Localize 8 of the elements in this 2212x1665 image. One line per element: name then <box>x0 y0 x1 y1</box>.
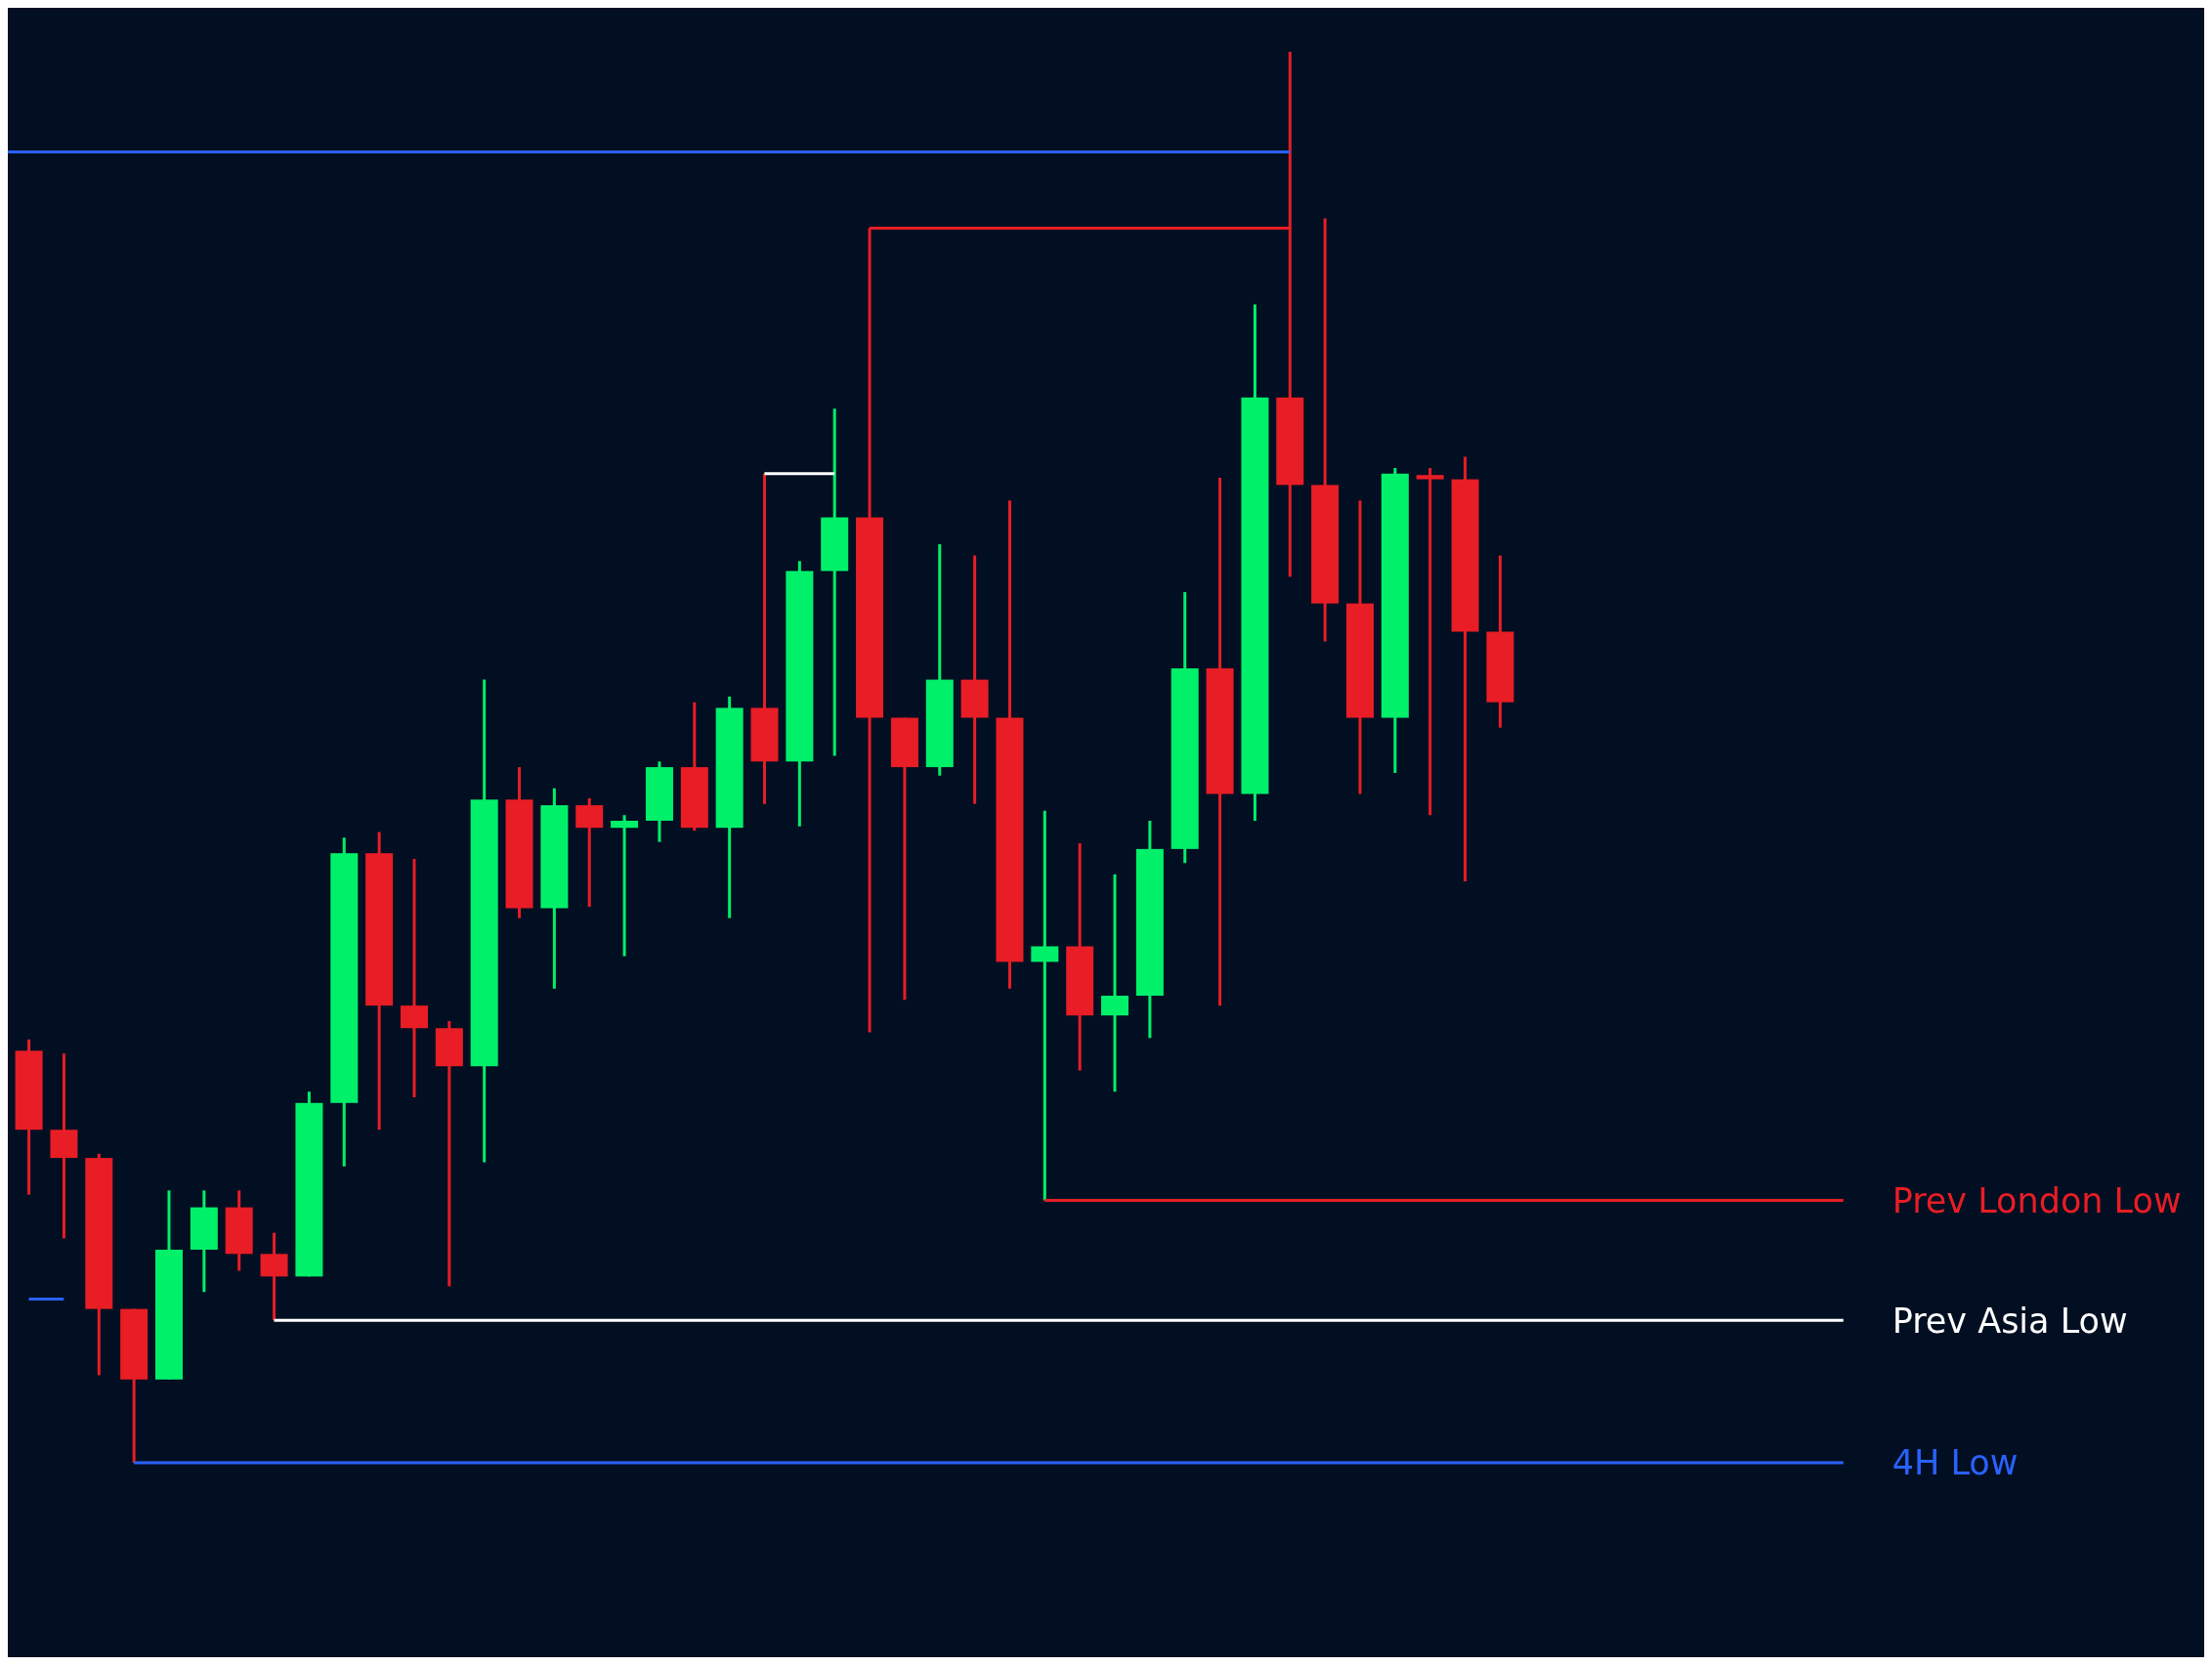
ref-line-label: 4H Low <box>1892 1443 2019 1483</box>
candlestick <box>400 857 428 1097</box>
ref-line-label: Prev Asia Low <box>1892 1301 2128 1341</box>
candlestick <box>611 815 639 957</box>
ref-line-label: Prev London Low <box>1892 1180 2182 1220</box>
candlestick <box>1031 809 1059 1201</box>
candlestick <box>1416 467 1444 817</box>
candlestick <box>1101 873 1129 1093</box>
